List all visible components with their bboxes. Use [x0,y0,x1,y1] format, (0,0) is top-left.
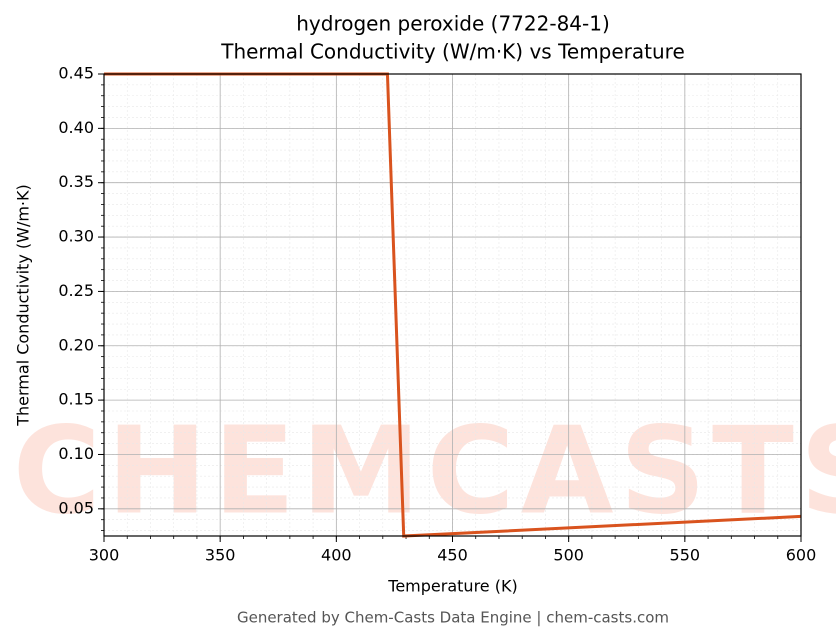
y-tick-label: 0.20 [58,335,94,354]
x-tick-label: 500 [553,546,584,565]
x-tick-label: 450 [437,546,468,565]
y-tick-label: 0.25 [58,281,94,300]
y-tick-label: 0.45 [58,64,94,83]
y-tick-label: 0.15 [58,390,94,409]
chart-subtitle: Thermal Conductivity (W/m·K) vs Temperat… [220,40,685,64]
chart-title: hydrogen peroxide (7722-84-1) [296,12,610,36]
x-tick-label: 600 [786,546,817,565]
y-tick-label: 0.40 [58,118,94,137]
x-axis-label: Temperature (K) [387,577,517,596]
y-tick-label: 0.10 [58,444,94,463]
y-tick-label: 0.35 [58,172,94,191]
y-tick-label: 0.05 [58,498,94,517]
y-tick-label: 0.30 [58,227,94,246]
y-axis-label: Thermal Conductivity (W/m·K) [14,184,33,427]
x-tick-label: 350 [205,546,236,565]
footer: Generated by Chem-Casts Data Engine | ch… [237,609,669,627]
x-tick-label: 550 [670,546,701,565]
plot-frame [103,73,802,537]
watermark: CHEMCASTS [13,403,836,542]
x-tick-label: 300 [89,546,120,565]
x-tick-label: 400 [321,546,352,565]
